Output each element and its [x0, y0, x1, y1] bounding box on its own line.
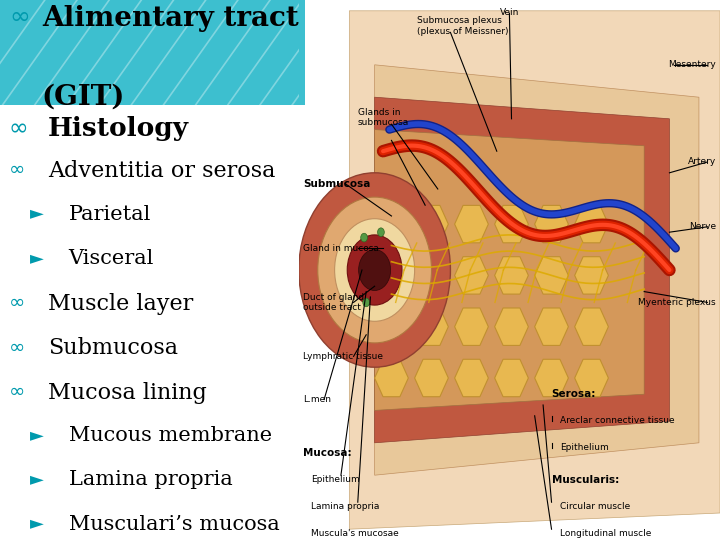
Polygon shape	[415, 256, 449, 294]
Circle shape	[347, 235, 402, 305]
Text: Mucosa lining: Mucosa lining	[48, 382, 207, 404]
Text: Parietal: Parietal	[68, 205, 151, 224]
Polygon shape	[535, 205, 568, 243]
Polygon shape	[454, 308, 488, 346]
Text: Glands in
submucosa: Glands in submucosa	[358, 108, 409, 127]
Text: Histology: Histology	[48, 116, 189, 141]
Text: ∞: ∞	[9, 116, 29, 140]
Text: Gland in mucosa: Gland in mucosa	[303, 244, 379, 253]
Polygon shape	[575, 359, 608, 397]
Polygon shape	[374, 130, 644, 410]
Text: Lymphratic tissue: Lymphratic tissue	[303, 352, 383, 361]
Polygon shape	[374, 256, 408, 294]
Text: L.men: L.men	[303, 395, 331, 404]
Polygon shape	[575, 308, 608, 346]
Text: (GIT): (GIT)	[42, 84, 125, 111]
Polygon shape	[495, 308, 528, 346]
Polygon shape	[575, 205, 608, 243]
Polygon shape	[454, 359, 488, 397]
Text: ►: ►	[30, 470, 44, 488]
Text: Myenteric plexus: Myenteric plexus	[638, 298, 716, 307]
Polygon shape	[374, 97, 670, 443]
Text: Musculari’s mucosa: Musculari’s mucosa	[68, 515, 279, 534]
Text: Visceral: Visceral	[68, 249, 154, 268]
Polygon shape	[575, 256, 608, 294]
Text: Circular muscle: Circular muscle	[560, 502, 630, 511]
Circle shape	[318, 197, 431, 343]
Text: Muscle layer: Muscle layer	[48, 293, 193, 315]
Text: Lamina propria: Lamina propria	[68, 470, 233, 489]
Text: ►: ►	[30, 205, 44, 222]
Polygon shape	[495, 256, 528, 294]
Text: Submucosa plexus
(plexus of Meissner): Submucosa plexus (plexus of Meissner)	[417, 16, 508, 36]
Polygon shape	[374, 205, 408, 243]
Text: ∞: ∞	[9, 338, 25, 356]
Text: Alimentary tract: Alimentary tract	[42, 5, 299, 32]
Polygon shape	[454, 256, 488, 294]
Circle shape	[359, 249, 391, 291]
Text: ∞: ∞	[9, 160, 25, 179]
Circle shape	[377, 228, 384, 237]
Text: Nerve: Nerve	[688, 222, 716, 231]
Text: Submucosa: Submucosa	[48, 338, 178, 360]
Text: Epithelium: Epithelium	[312, 475, 360, 484]
Text: Mucous membrane: Mucous membrane	[68, 426, 272, 445]
Circle shape	[361, 233, 367, 242]
Text: Artery: Artery	[688, 158, 716, 166]
Text: ∞: ∞	[9, 382, 25, 401]
Text: Duct of gland
outside tract: Duct of gland outside tract	[303, 293, 364, 312]
Text: Adventitia or serosa: Adventitia or serosa	[48, 160, 275, 183]
Text: Lamina propria: Lamina propria	[312, 502, 380, 511]
Polygon shape	[415, 359, 449, 397]
Text: Epithelium: Epithelium	[560, 443, 608, 452]
Polygon shape	[415, 205, 449, 243]
Polygon shape	[374, 308, 408, 346]
Circle shape	[335, 219, 415, 321]
FancyBboxPatch shape	[0, 0, 305, 105]
Text: ∞: ∞	[9, 293, 25, 312]
Circle shape	[299, 173, 451, 367]
Text: Longitudinal muscle: Longitudinal muscle	[560, 529, 652, 538]
Text: Submucosa: Submucosa	[303, 179, 370, 188]
Polygon shape	[535, 308, 568, 346]
Polygon shape	[454, 205, 488, 243]
Text: Muscula's mucosae: Muscula's mucosae	[312, 529, 399, 538]
Text: Mucosa:: Mucosa:	[303, 448, 351, 458]
Text: Areclar connective tissue: Areclar connective tissue	[560, 416, 675, 425]
Text: ►: ►	[30, 249, 44, 267]
Text: Muscularis:: Muscularis:	[552, 475, 618, 485]
Polygon shape	[535, 256, 568, 294]
Polygon shape	[374, 359, 408, 397]
Text: ∞: ∞	[9, 5, 30, 29]
Polygon shape	[535, 359, 568, 397]
Polygon shape	[415, 308, 449, 346]
Text: ►: ►	[30, 426, 44, 444]
Circle shape	[363, 298, 369, 307]
Text: Serosa:: Serosa:	[552, 389, 596, 399]
Text: Vein: Vein	[500, 8, 519, 17]
Polygon shape	[374, 65, 699, 475]
Text: ►: ►	[30, 515, 44, 532]
Polygon shape	[495, 359, 528, 397]
Polygon shape	[495, 205, 528, 243]
Text: Mesentery: Mesentery	[668, 60, 716, 69]
Polygon shape	[349, 11, 720, 529]
